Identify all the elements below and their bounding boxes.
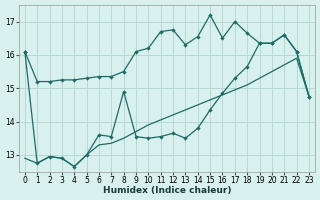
X-axis label: Humidex (Indice chaleur): Humidex (Indice chaleur) [103,186,231,195]
